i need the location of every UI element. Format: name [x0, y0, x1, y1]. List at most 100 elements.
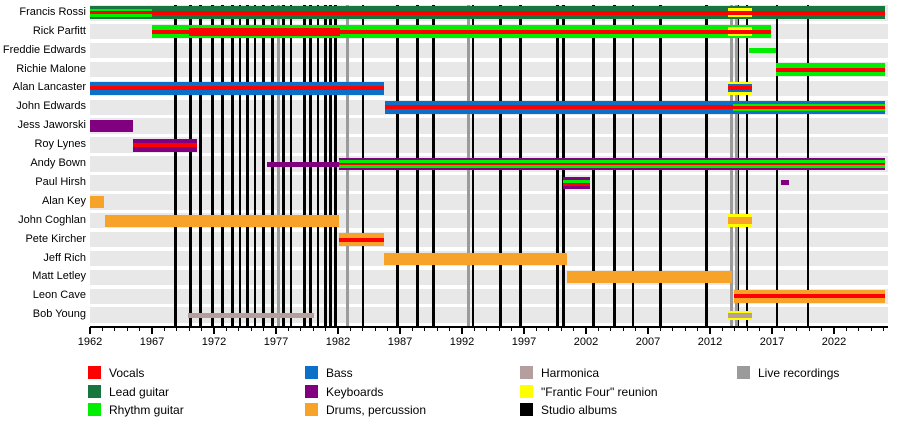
- axis-major-tick: [213, 327, 215, 334]
- member-bar-segment: [727, 6, 752, 20]
- role-stripe-frantic: [727, 214, 752, 218]
- member-bar-segment: [780, 180, 789, 186]
- legend-label: Lead guitar: [109, 384, 170, 399]
- role-stripe-rhythm: [189, 25, 341, 28]
- member-bar-segment: [383, 252, 568, 265]
- axis-minor-tick: [101, 327, 104, 331]
- axis-minor-tick: [560, 327, 562, 331]
- axis-minor-tick: [250, 327, 252, 331]
- member-bar-segment: [104, 214, 340, 227]
- axis-minor-tick: [287, 327, 290, 331]
- axis-minor-tick: [734, 327, 736, 331]
- member-label: Jess Jaworski: [17, 119, 86, 132]
- axis-minor-tick: [126, 327, 128, 331]
- role-stripe-keys: [339, 167, 886, 171]
- role-stripe-vocals: [727, 86, 752, 91]
- role-stripe-vocals: [152, 29, 190, 34]
- legend-swatch-frantic: [520, 384, 533, 398]
- axis-major-tick: [833, 327, 835, 334]
- member-bar-segment: [133, 138, 197, 152]
- member-label: Francis Rossi: [19, 5, 86, 18]
- axis-tick-label: 2022: [821, 336, 847, 348]
- member-bar-segment: [90, 195, 104, 208]
- axis-tick-label: 1982: [325, 336, 351, 348]
- axis-minor-tick: [362, 327, 364, 331]
- legend-label: Bass: [326, 366, 353, 380]
- member-label: John Edwards: [16, 100, 86, 113]
- studio-album-line: [221, 5, 224, 326]
- axis-minor-tick: [436, 327, 438, 331]
- role-stripe-bass: [732, 110, 886, 114]
- axis-minor-tick: [882, 327, 885, 331]
- studio-album-line: [174, 5, 177, 326]
- axis-minor-tick: [572, 327, 575, 331]
- axis-tick-label: 2017: [759, 336, 785, 348]
- role-stripe-rhythm: [751, 25, 771, 30]
- role-stripe-vocals: [563, 183, 590, 186]
- axis-minor-tick: [510, 327, 513, 331]
- role-stripe-frantic: [727, 92, 752, 95]
- axis-major-tick: [89, 327, 91, 334]
- role-stripe-keys: [267, 161, 340, 167]
- role-stripe-bass: [727, 90, 752, 93]
- axis-minor-tick: [870, 327, 872, 331]
- axis-major-tick: [399, 327, 401, 334]
- role-stripe-keys: [339, 157, 886, 161]
- axis-tick-label: 1962: [77, 336, 103, 348]
- role-stripe-rhythm: [90, 14, 152, 17]
- role-stripe-rhythm: [340, 33, 728, 39]
- member-bar-segment: [727, 81, 752, 95]
- member-label: Alan Key: [41, 194, 86, 207]
- role-stripe-rhythm: [727, 25, 752, 28]
- role-stripe-lead: [751, 6, 886, 11]
- studio-album-line: [238, 5, 242, 326]
- legend-swatch-drums: [305, 403, 318, 416]
- axis-minor-tick: [684, 327, 686, 331]
- role-stripe-keys: [563, 185, 590, 189]
- member-bar-segment: [733, 289, 886, 303]
- axis-minor-tick: [634, 327, 637, 331]
- row-band: [90, 118, 888, 134]
- legend-swatch-vocals: [88, 366, 101, 379]
- member-label: Roy Lynes: [34, 138, 86, 151]
- member-bar-segment: [189, 25, 341, 39]
- member-bar-segment: [567, 271, 733, 284]
- role-stripe-lead: [751, 14, 886, 20]
- role-stripe-vocals: [733, 294, 886, 299]
- studio-album-line: [262, 5, 265, 326]
- axis-minor-tick: [300, 327, 302, 331]
- role-stripe-rhythm: [563, 179, 590, 184]
- row-band: [90, 269, 888, 286]
- axis-minor-tick: [808, 327, 810, 331]
- member-label: Jeff Rich: [43, 251, 86, 264]
- member-bar-segment: [152, 6, 728, 20]
- role-stripe-rhythm: [775, 71, 886, 76]
- axis-minor-tick: [622, 327, 624, 331]
- legend-swatch-keys: [305, 384, 318, 398]
- row-band: [90, 288, 888, 305]
- role-stripe-frantic: [727, 14, 752, 18]
- row-band: [90, 137, 888, 153]
- axis-minor-tick: [486, 327, 488, 331]
- role-stripe-frantic: [727, 224, 752, 228]
- studio-album-line: [253, 5, 257, 326]
- member-label: Richie Malone: [16, 62, 86, 75]
- axis-minor-tick: [820, 327, 823, 331]
- legend-label: Drums, percussion: [326, 403, 427, 417]
- axis-major-tick: [523, 327, 525, 334]
- member-bar-segment: [267, 161, 340, 167]
- member-label: Matt Letley: [32, 270, 86, 283]
- axis-major-tick: [151, 327, 153, 334]
- studio-album-line: [189, 5, 192, 326]
- role-stripe-rhythm: [339, 160, 886, 163]
- axis-minor-tick: [138, 327, 141, 331]
- role-stripe-vocals: [189, 27, 341, 36]
- role-stripe-vocals: [339, 237, 384, 242]
- role-stripe-vocals: [727, 29, 752, 34]
- axis-major-tick: [461, 327, 463, 334]
- member-bar-segment: [727, 310, 752, 320]
- role-stripe-drums: [90, 195, 104, 208]
- axis-tick-label: 1972: [201, 336, 227, 348]
- axis-minor-tick: [659, 327, 662, 331]
